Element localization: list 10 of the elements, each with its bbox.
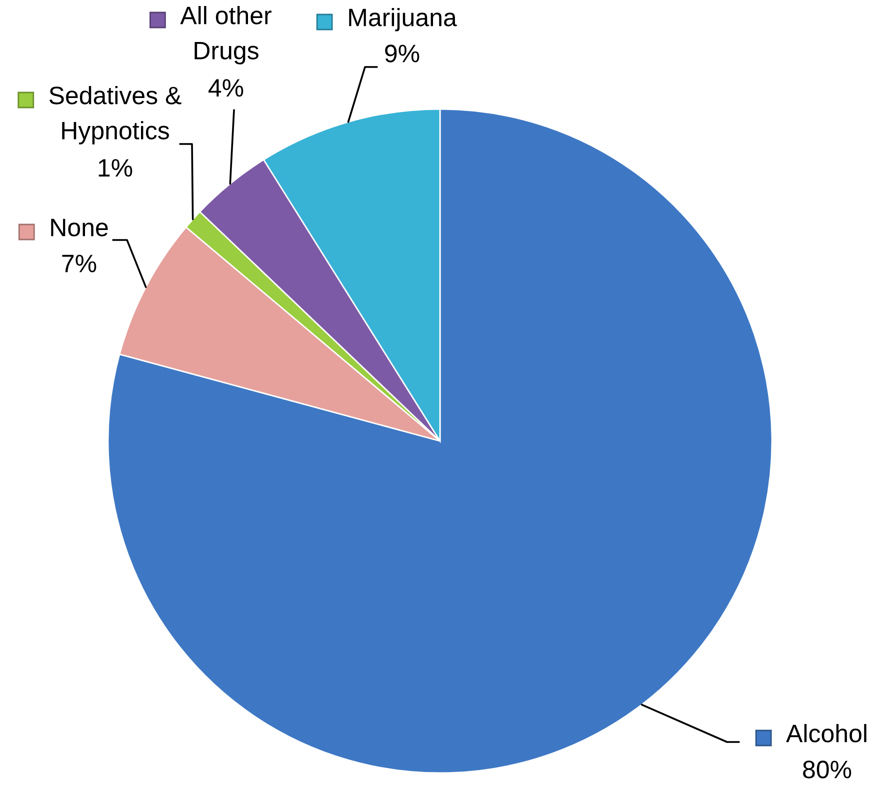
data-label: 4% [208,79,244,97]
legend-label: Marijuana [349,8,457,32]
data-label: 9% [385,44,420,62]
legend-label: Alcohol [786,724,866,742]
legend-label: All other Drugs [180,6,272,64]
legend-label: None [51,218,108,236]
data-label: 80% [803,760,852,778]
data-label: 7% [62,254,96,272]
data-label: 1% [98,159,132,177]
legend-label: Sedatives & Hypnotics [49,86,182,144]
